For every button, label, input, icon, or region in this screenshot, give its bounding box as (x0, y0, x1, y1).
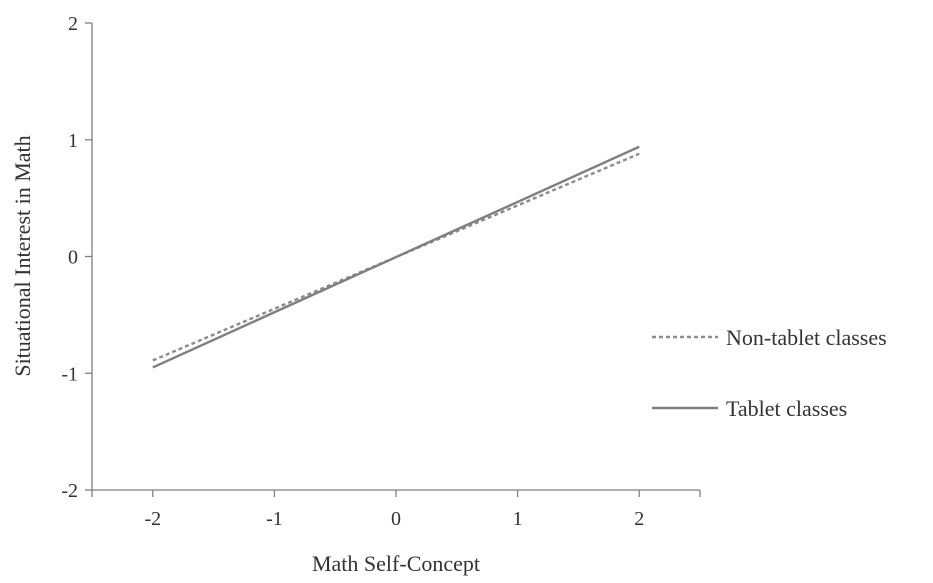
y-tick-label: 2 (68, 13, 78, 35)
x-axis-title: Math Self-Concept (312, 551, 480, 576)
series (152, 145, 640, 369)
tick-labels: 2 1 0 -1 -2 -2 -1 0 1 2 (61, 13, 644, 530)
legend-label-non-tablet: Non-tablet classes (726, 325, 887, 350)
x-tick-label: 0 (391, 508, 401, 530)
axes (85, 22, 701, 497)
legend: Non-tablet classes Tablet classes (652, 325, 887, 421)
x-tick-label: 1 (513, 508, 523, 530)
y-tick-label: 0 (68, 247, 78, 269)
x-tick-label: -2 (144, 508, 161, 530)
y-tick-label: -2 (61, 480, 78, 502)
x-tick-label: 2 (634, 508, 644, 530)
y-axis-title: Situational Interest in Math (10, 135, 35, 376)
legend-label-tablet: Tablet classes (726, 396, 847, 421)
y-tick-label: -1 (61, 363, 78, 385)
y-tick-label: 1 (68, 130, 78, 152)
series-line-tablet (152, 145, 640, 369)
x-tick-label: -1 (266, 508, 283, 530)
